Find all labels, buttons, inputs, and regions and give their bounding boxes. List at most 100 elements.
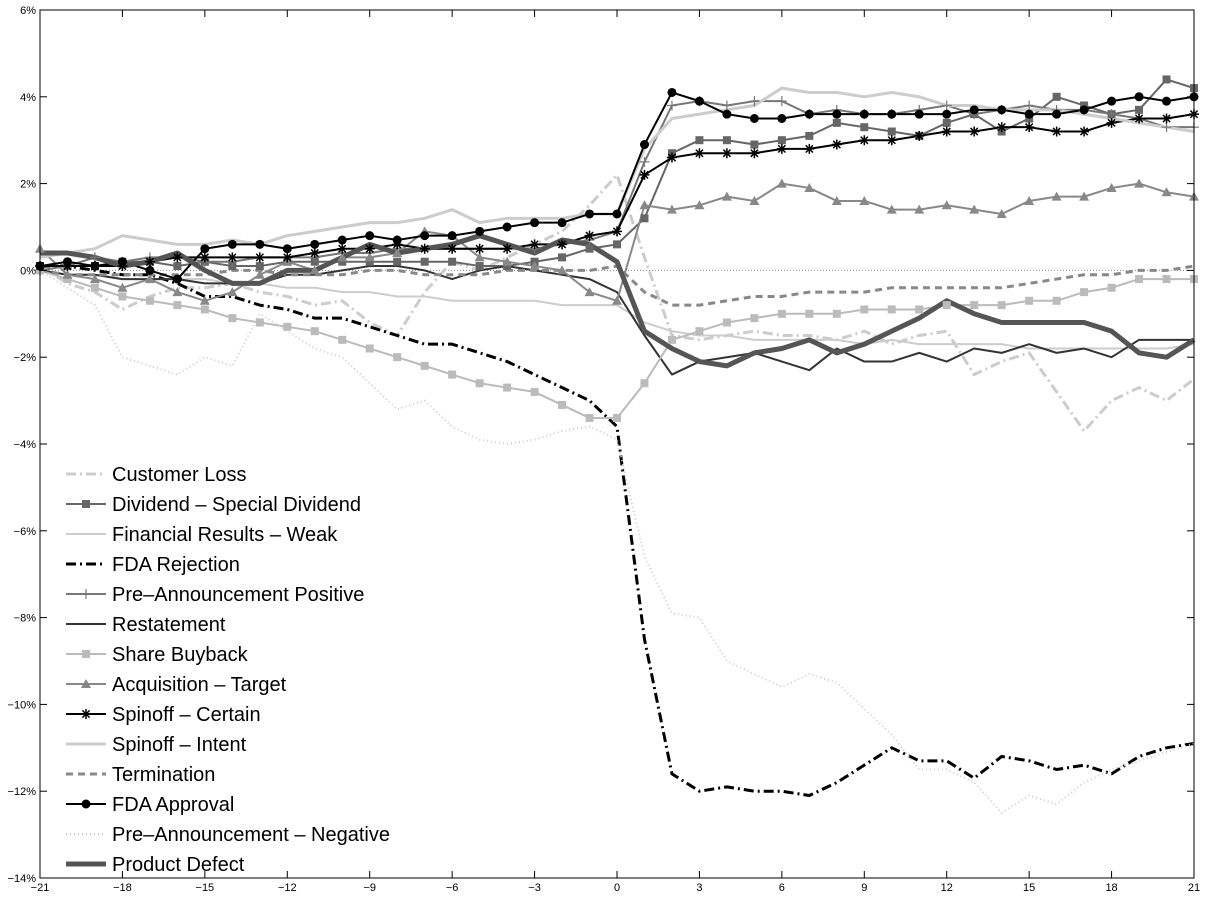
data-point-fda-approval: [639, 140, 649, 150]
data-point-acquisition-target: [254, 269, 265, 279]
legend-item-spinoff-certain: Spinoff – Certain: [66, 704, 261, 726]
legend-label: Pre–Announcement – Negative: [112, 824, 390, 846]
y-tick-label: −8%: [14, 613, 37, 625]
data-point-dividend-special-dividend: [255, 262, 264, 271]
data-point-acquisition-target: [886, 204, 897, 214]
data-point-fda-approval: [447, 231, 457, 241]
data-point-acquisition-target: [117, 282, 128, 292]
data-point-share-buyback: [695, 327, 704, 336]
data-point-share-buyback: [722, 318, 731, 327]
data-point-fda-approval: [887, 109, 897, 119]
data-point-dividend-special-dividend: [338, 257, 347, 266]
data-point-fda-approval: [1134, 92, 1144, 102]
data-point-acquisition-target: [309, 265, 320, 275]
x-tick-label: 6: [779, 882, 785, 894]
data-point-acquisition-target: [694, 200, 705, 210]
data-point-pre-announcement-positive: [749, 96, 760, 107]
legend-item-financial-results-weak: Financial Results – Weak: [66, 524, 338, 546]
data-point-share-buyback: [860, 305, 869, 314]
data-point-fda-approval: [530, 218, 540, 228]
data-point-spinoff-certain: [859, 135, 870, 146]
data-point-pre-announcement-positive: [776, 96, 787, 107]
marker-layer: [35, 75, 1199, 422]
data-point-acquisition-target: [969, 204, 980, 214]
data-point-acquisition-target: [1134, 178, 1145, 188]
data-point-spinoff-certain: [1134, 113, 1145, 124]
data-point-acquisition-target: [227, 287, 238, 297]
data-point-dividend-special-dividend: [585, 244, 594, 253]
data-point-spinoff-certain: [831, 139, 842, 150]
data-point-share-buyback: [530, 387, 539, 396]
data-point-pre-announcement-positive: [1106, 109, 1117, 120]
legend-label: Acquisition – Target: [112, 674, 287, 696]
data-point-fda-approval: [1079, 105, 1089, 115]
x-tick-label: −9: [363, 882, 376, 894]
data-point-fda-approval: [1107, 96, 1117, 106]
y-tick-label: −14%: [8, 873, 37, 885]
data-point-fda-approval: [502, 222, 512, 232]
data-point-dividend-special-dividend: [613, 240, 621, 249]
legend-label: FDA Approval: [112, 794, 234, 816]
data-point-share-buyback: [365, 344, 374, 353]
data-point-fda-approval: [777, 114, 787, 123]
data-point-spinoff-certain: [144, 256, 155, 267]
data-point-share-buyback: [613, 413, 621, 422]
data-point-dividend-special-dividend: [1052, 92, 1061, 101]
data-point-spinoff-certain: [557, 239, 568, 250]
data-point-spinoff-certain: [639, 169, 650, 180]
data-point-fda-approval: [585, 209, 595, 219]
data-point-acquisition-target: [996, 208, 1007, 218]
data-point-dividend-special-dividend: [1135, 105, 1144, 114]
data-point-pre-announcement-positive: [666, 100, 677, 111]
data-point-spinoff-certain: [309, 248, 320, 259]
data-point-acquisition-target: [172, 287, 183, 297]
x-tick-label: 9: [861, 882, 867, 894]
x-tick-label: −3: [528, 882, 541, 894]
data-point-spinoff-certain: [941, 126, 952, 137]
data-point-acquisition-target: [749, 195, 760, 205]
legend-label: Financial Results – Weak: [112, 524, 338, 546]
data-point-acquisition-target: [364, 252, 375, 262]
data-point-share-buyback: [915, 305, 924, 314]
data-point-dividend-special-dividend: [695, 136, 704, 145]
data-point-fda-approval: [62, 257, 72, 267]
y-tick-label: 6%: [20, 5, 36, 17]
legend-label: Pre–Announcement Positive: [112, 584, 364, 606]
data-point-fda-approval: [282, 244, 292, 254]
data-point-share-buyback: [63, 275, 72, 284]
legend-label: Spinoff – Intent: [112, 734, 247, 756]
data-point-dividend-special-dividend: [777, 136, 786, 145]
data-point-pre-announcement-positive: [1024, 100, 1035, 111]
x-tick-label: −15: [196, 882, 215, 894]
data-point-fda-approval: [420, 231, 430, 241]
data-point-spinoff-certain: [1051, 126, 1062, 137]
data-point-fda-approval: [914, 109, 924, 119]
data-point-fda-approval: [1162, 96, 1172, 106]
data-point-share-buyback: [90, 283, 99, 292]
data-point-dividend-special-dividend: [860, 123, 869, 132]
data-point-acquisition-target: [392, 248, 403, 258]
data-point-share-buyback: [200, 305, 209, 314]
data-point-spinoff-certain: [447, 243, 458, 254]
series-line-fda-rejection: [40, 264, 1195, 798]
legend-marker: [81, 589, 91, 599]
data-point-acquisition-target: [666, 204, 677, 214]
y-tick-label: 0%: [20, 265, 36, 277]
data-point-dividend-special-dividend: [805, 131, 814, 140]
data-point-spinoff-certain: [721, 148, 732, 159]
y-tick-label: −6%: [14, 526, 37, 538]
data-point-share-buyback: [777, 309, 786, 318]
data-point-fda-approval: [365, 231, 375, 241]
legend-item-pre-announcement-positive: Pre–Announcement Positive: [66, 584, 364, 606]
data-point-share-buyback: [118, 292, 127, 301]
y-tick-label: −10%: [8, 699, 37, 711]
legend-label: Customer Loss: [112, 464, 247, 486]
legend-label: Product Defect: [112, 854, 245, 876]
data-point-share-buyback: [1052, 296, 1061, 305]
data-point-fda-approval: [942, 109, 952, 119]
data-point-spinoff-certain: [1106, 117, 1117, 128]
series-line-pre-announcement-negative: [39, 269, 1195, 814]
legend-item-pre-announcement-negative: Pre–Announcement – Negative: [66, 824, 390, 846]
data-point-fda-approval: [667, 87, 677, 97]
